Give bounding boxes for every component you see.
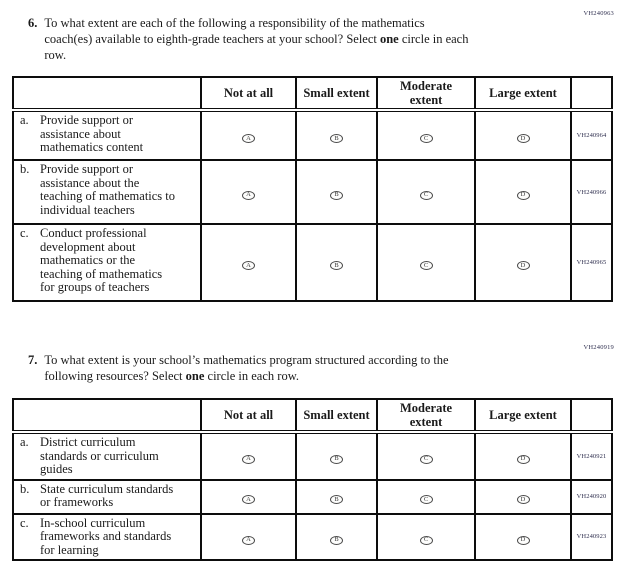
question-text-after: circle in each row. xyxy=(44,32,469,62)
row-letter: c. xyxy=(20,515,29,530)
column-header-moderate-extent: Moderate extent xyxy=(376,76,476,112)
table-row-a: a. District curriculum standards or curr… xyxy=(12,431,613,481)
column-header-small-extent: Small extent xyxy=(295,398,378,434)
table-row-a: a. Provide support or assistance about m… xyxy=(12,109,613,161)
question-text-before: To what extent are each of the following… xyxy=(44,16,425,46)
question-text-after: circle in each row. xyxy=(204,369,300,383)
table-row-c: c. Conduct professional development abou… xyxy=(12,223,613,302)
row-label: Provide support or assistance about math… xyxy=(40,113,144,154)
answer-bubble-large-extent[interactable]: D xyxy=(516,261,530,271)
row-code: VH240921 xyxy=(570,431,613,481)
row-letter: b. xyxy=(20,162,30,176)
table-header-row: Not at all Small extent Moderate extent … xyxy=(12,76,613,112)
row-letter: b. xyxy=(20,481,30,496)
answer-bubble-large-extent[interactable]: D xyxy=(516,455,530,464)
column-header-moderate-extent: Moderate extent xyxy=(376,398,476,434)
row-label: State curriculum standards or frameworks xyxy=(40,481,174,509)
table-row-c: c. In-school curriculum frameworks and s… xyxy=(12,512,613,561)
row-label: Conduct professional development about m… xyxy=(40,226,163,294)
answer-bubble-moderate-extent[interactable]: C xyxy=(419,190,433,200)
question-6-table: Not at all Small extent Moderate extent … xyxy=(12,76,613,302)
row-code: VH240966 xyxy=(570,159,613,225)
row-label-column-header xyxy=(12,76,202,112)
answer-bubble-small-extent[interactable]: B xyxy=(330,455,343,464)
question-text: To what extent are each of the following… xyxy=(44,15,549,63)
question-7: 7. To what extent is your school’s mathe… xyxy=(28,352,568,384)
answer-bubble-moderate-extent[interactable]: C xyxy=(419,455,433,464)
answer-bubble-moderate-extent[interactable]: C xyxy=(419,535,433,545)
answer-bubble-large-extent[interactable]: D xyxy=(516,134,530,144)
answer-bubble-large-extent[interactable]: D xyxy=(516,535,530,545)
answer-bubble-moderate-extent[interactable]: C xyxy=(419,495,433,505)
answer-bubble-small-extent[interactable]: B xyxy=(330,495,343,505)
answer-bubble-small-extent[interactable]: B xyxy=(330,535,343,545)
answer-bubble-small-extent[interactable]: B xyxy=(330,190,343,200)
question-6-code: VH240963 xyxy=(583,10,614,17)
row-label: District curriculum standards or curricu… xyxy=(40,435,159,476)
answer-bubble-not-at-all[interactable]: A xyxy=(242,261,255,271)
row-letter: a. xyxy=(20,435,29,449)
column-header-not-at-all: Not at all xyxy=(200,76,297,112)
row-code: VH240920 xyxy=(570,478,613,515)
question-7-code: VH240919 xyxy=(583,344,614,351)
table-header-row: Not at all Small extent Moderate extent … xyxy=(12,398,613,434)
row-label: Provide support or assistance about the … xyxy=(40,162,176,217)
answer-bubble-not-at-all[interactable]: A xyxy=(242,134,255,144)
question-number: 6. xyxy=(28,16,38,30)
answer-bubble-not-at-all[interactable]: A xyxy=(242,455,255,464)
row-code: VH240923 xyxy=(570,512,613,561)
answer-bubble-large-extent[interactable]: D xyxy=(516,495,530,505)
question-text: To what extent is your school’s mathemat… xyxy=(44,352,549,384)
answer-bubble-small-extent[interactable]: B xyxy=(330,261,343,271)
column-header-small-extent: Small extent xyxy=(295,76,378,112)
answer-bubble-moderate-extent[interactable]: C xyxy=(419,134,433,144)
answer-bubble-large-extent[interactable]: D xyxy=(516,190,530,200)
answer-bubble-moderate-extent[interactable]: C xyxy=(419,261,433,271)
question-6: 6. To what extent are each of the follow… xyxy=(28,15,568,63)
row-letter: a. xyxy=(20,113,29,127)
row-code: VH240964 xyxy=(570,109,613,161)
table-row-b: b. Provide support or assistance about t… xyxy=(12,159,613,225)
row-letter: c. xyxy=(20,226,29,240)
row-code-column-header xyxy=(570,76,613,112)
row-code-column-header xyxy=(570,398,613,434)
row-code: VH240965 xyxy=(570,223,613,302)
answer-bubble-not-at-all[interactable]: A xyxy=(242,535,255,545)
question-text-emphasis: one xyxy=(379,32,399,46)
row-label-column-header xyxy=(12,398,202,434)
question-text-emphasis: one xyxy=(185,369,205,383)
answer-bubble-not-at-all[interactable]: A xyxy=(242,190,255,200)
column-header-large-extent: Large extent xyxy=(474,76,572,112)
question-text-before: To what extent is your school’s mathemat… xyxy=(44,353,449,383)
question-7-table: Not at all Small extent Moderate extent … xyxy=(12,398,613,561)
row-label: In-school curriculum frameworks and stan… xyxy=(40,515,172,557)
column-header-not-at-all: Not at all xyxy=(200,398,297,434)
question-number: 7. xyxy=(28,353,38,367)
column-header-large-extent: Large extent xyxy=(474,398,572,434)
answer-bubble-not-at-all[interactable]: A xyxy=(242,495,255,505)
answer-bubble-small-extent[interactable]: B xyxy=(330,134,343,144)
table-row-b: b. State curriculum standards or framewo… xyxy=(12,478,613,515)
